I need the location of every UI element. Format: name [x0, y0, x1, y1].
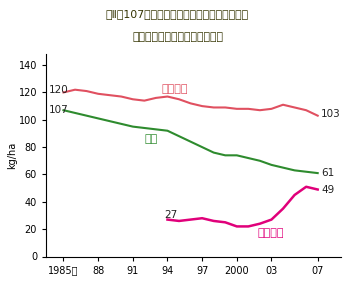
Text: 化学肂料: 化学肂料	[162, 84, 188, 94]
Text: 生物農薬: 生物農薬	[258, 228, 284, 238]
Text: 農薬: 農薬	[144, 134, 158, 144]
Text: ◀: ◀	[338, 17, 349, 30]
Text: 61: 61	[321, 168, 334, 178]
Text: 図Ⅱ－107　農地への化学肂料（窒素成分）、: 図Ⅱ－107 農地への化学肂料（窒素成分）、	[106, 9, 249, 19]
Text: 農薬、生物農薬の投入量の推移: 農薬、生物農薬の投入量の推移	[132, 32, 223, 42]
Text: 27: 27	[164, 211, 177, 221]
Y-axis label: kg/ha: kg/ha	[7, 142, 17, 169]
Text: 120: 120	[49, 85, 68, 95]
Text: 107: 107	[49, 105, 68, 115]
Text: 49: 49	[321, 184, 334, 194]
Text: ▶: ▶	[6, 17, 17, 30]
Text: 103: 103	[321, 109, 341, 119]
